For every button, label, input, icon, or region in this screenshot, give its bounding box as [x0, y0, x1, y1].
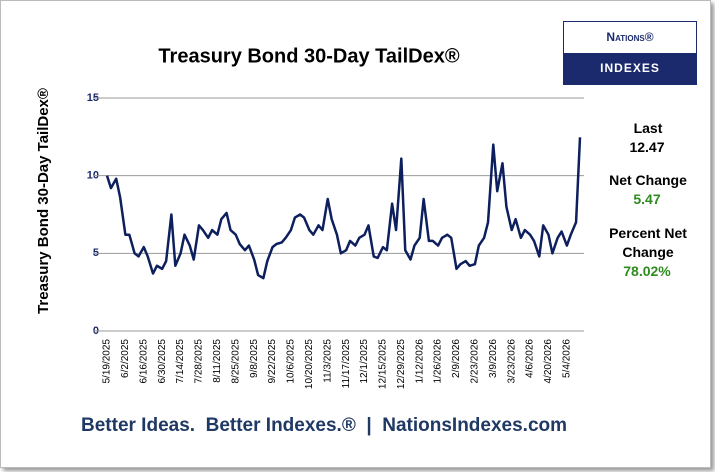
stat-label: Net Change	[609, 172, 687, 188]
stat-value: 5.47	[633, 191, 661, 207]
x-tick-label: 4/20/2026	[543, 339, 554, 384]
footer: Better Ideas. Better Indexes.® | Nations…	[81, 415, 568, 436]
x-tick-label: 6/30/2025	[157, 339, 168, 384]
x-tick-label: 6/16/2025	[138, 339, 149, 384]
stat-label: Percent Net Change	[609, 225, 687, 260]
chart: Treasury Bond 30-Day TailDex® Treasury B…	[35, 45, 584, 389]
x-tick-label: 12/15/2025	[378, 339, 389, 389]
y-axis-label: Treasury Bond 30-Day TailDex®	[35, 88, 52, 314]
x-tick-label: 7/28/2025	[194, 339, 205, 384]
x-tick-label: 9/22/2025	[267, 339, 278, 384]
x-tick-label: 10/6/2025	[286, 339, 297, 384]
stat-value: 12.47	[629, 139, 665, 155]
x-tick-label: 8/25/2025	[230, 339, 241, 384]
x-tick-label: 2/23/2026	[470, 339, 481, 384]
x-tick-label: 6/2/2025	[120, 339, 131, 378]
x-tick-label: 11/17/2025	[341, 339, 352, 389]
data-line	[105, 137, 582, 280]
x-tick-label: 5/4/2026	[562, 339, 573, 378]
x-tick-label: 2/9/2026	[451, 339, 462, 378]
x-tick-label: 9/8/2025	[249, 339, 260, 378]
x-tick-label: 12/1/2025	[359, 339, 370, 384]
x-tick-label: 7/14/2025	[175, 339, 186, 384]
x-tick-label: 8/11/2025	[212, 339, 223, 383]
y-tick-label: 10	[87, 170, 99, 182]
x-tick-label: 1/12/2026	[414, 339, 425, 384]
x-tick-label: 3/23/2026	[506, 339, 517, 384]
chart-title: Treasury Bond 30-Day TailDex®	[158, 45, 459, 67]
x-tick-label: 12/29/2025	[396, 339, 407, 389]
stat-value: 78.02%	[623, 263, 671, 279]
stat-label: Last	[633, 120, 663, 136]
logo-top: Nations®	[606, 30, 654, 44]
logo-bottom: Indexes	[564, 53, 696, 84]
x-tick-label: 11/3/2025	[322, 339, 333, 383]
y-tick-label: 15	[87, 92, 99, 104]
x-tick-label: 10/20/2025	[304, 339, 315, 389]
x-tick-label: 3/9/2026	[488, 339, 499, 378]
x-tick-label: 1/26/2026	[433, 339, 444, 384]
x-tick-label: 5/19/2025	[102, 339, 113, 384]
logo: Nations® Indexes	[563, 21, 697, 85]
x-tick-label: 4/6/2026	[525, 339, 536, 378]
